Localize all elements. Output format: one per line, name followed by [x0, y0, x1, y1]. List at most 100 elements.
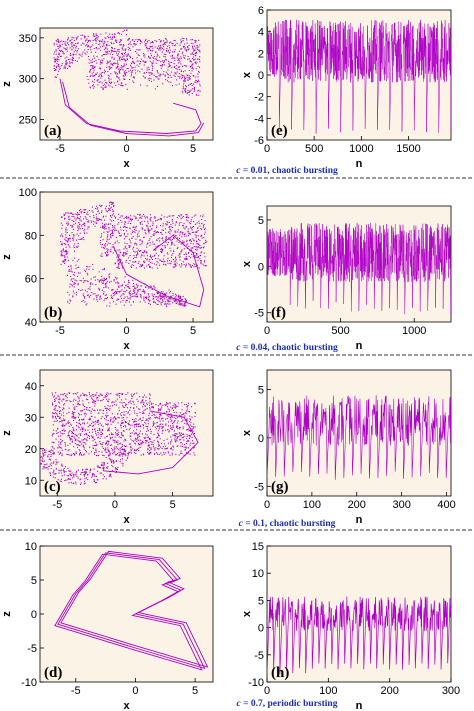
- trajectory-point: [167, 241, 169, 243]
- trajectory-point: [150, 285, 152, 287]
- trajectory-point: [149, 400, 151, 402]
- trajectory-point: [197, 76, 199, 78]
- trajectory-point: [62, 424, 64, 426]
- trajectory-point: [72, 60, 74, 62]
- trajectory-point: [140, 442, 142, 444]
- trajectory-point: [134, 412, 136, 414]
- trajectory-point: [191, 425, 193, 427]
- trajectory-point: [178, 50, 180, 52]
- trajectory-point: [144, 217, 146, 219]
- trajectory-point: [55, 461, 57, 463]
- trajectory-point: [169, 409, 171, 411]
- trajectory-point: [97, 36, 99, 38]
- trajectory-point: [174, 293, 176, 295]
- trajectory-point: [183, 241, 185, 243]
- trajectory-point: [186, 217, 188, 219]
- trajectory-point: [144, 262, 146, 264]
- trajectory-point: [132, 60, 134, 62]
- trajectory-point: [124, 252, 126, 254]
- trajectory-point: [146, 252, 148, 254]
- trajectory-point: [127, 46, 129, 48]
- trajectory-point: [198, 70, 200, 72]
- trajectory-point: [70, 43, 72, 45]
- trajectory-point: [178, 295, 180, 297]
- trajectory-point: [84, 438, 86, 440]
- trajectory-point: [69, 237, 71, 239]
- trajectory-point: [59, 397, 61, 399]
- trajectory-point: [130, 449, 132, 451]
- trajectory-point: [143, 53, 145, 55]
- trajectory-point: [167, 77, 169, 79]
- trajectory-point: [141, 401, 143, 403]
- trajectory-point: [77, 214, 79, 216]
- trajectory-point: [99, 242, 101, 244]
- trajectory-point: [75, 37, 77, 39]
- trajectory-point: [72, 213, 74, 215]
- trajectory-point: [92, 421, 94, 423]
- trajectory-point: [65, 479, 67, 481]
- trajectory-point: [130, 64, 132, 66]
- trajectory-point: [53, 432, 55, 434]
- trajectory-point: [115, 446, 117, 448]
- trajectory-point: [85, 40, 87, 42]
- y-tick-label: 250: [19, 115, 37, 127]
- trajectory-point: [133, 226, 135, 228]
- trajectory-point: [165, 236, 167, 238]
- trajectory-point: [122, 300, 124, 302]
- trajectory-point: [100, 72, 102, 74]
- trajectory-point: [66, 68, 68, 70]
- trajectory-point: [121, 33, 123, 35]
- trajectory-point: [153, 286, 155, 288]
- trajectory-point: [185, 91, 187, 93]
- trajectory-point: [169, 65, 171, 67]
- trajectory-point: [82, 400, 84, 402]
- trajectory-point: [145, 251, 147, 253]
- trajectory-point: [86, 472, 88, 474]
- trajectory-point: [129, 295, 131, 297]
- trajectory-point: [108, 429, 110, 431]
- trajectory-point: [65, 246, 67, 248]
- trajectory-point: [198, 222, 200, 224]
- y-tick-label: 5: [258, 595, 264, 607]
- trajectory-point: [179, 304, 181, 306]
- trajectory-point: [187, 447, 189, 449]
- trajectory-point: [118, 452, 120, 454]
- trajectory-point: [186, 418, 188, 420]
- trajectory-point: [122, 430, 124, 432]
- trajectory-point: [145, 400, 147, 402]
- trajectory-point: [100, 434, 102, 436]
- trajectory-point: [94, 420, 96, 422]
- trajectory-point: [64, 57, 66, 59]
- trajectory-point: [64, 480, 66, 482]
- trajectory-point: [110, 419, 112, 421]
- trajectory-point: [156, 56, 158, 58]
- trajectory-point: [135, 418, 137, 420]
- trajectory-point: [106, 298, 108, 300]
- trajectory-point: [124, 449, 126, 451]
- trajectory-point: [74, 442, 76, 444]
- trajectory-point: [111, 459, 113, 461]
- trajectory-point: [102, 84, 104, 86]
- trajectory-point: [99, 422, 101, 424]
- trajectory-point: [135, 225, 137, 227]
- trajectory-point: [92, 268, 94, 270]
- trajectory-point: [178, 414, 180, 416]
- trajectory-point: [156, 240, 158, 242]
- trajectory-point: [128, 287, 130, 289]
- trajectory-point: [183, 46, 185, 48]
- trajectory-point: [96, 48, 98, 50]
- trajectory-point: [125, 74, 127, 76]
- trajectory-point: [100, 74, 102, 76]
- trajectory-point: [50, 459, 52, 461]
- trajectory-point: [72, 285, 74, 287]
- trajectory-point: [88, 418, 90, 420]
- trajectory-point: [54, 398, 56, 400]
- trajectory-point: [59, 44, 61, 46]
- trajectory-point: [83, 483, 85, 485]
- trajectory-point: [102, 244, 104, 246]
- trajectory-point: [126, 250, 128, 252]
- trajectory-point: [102, 43, 104, 45]
- trajectory-point: [164, 75, 166, 77]
- attractor-cloud: [40, 448, 130, 485]
- trajectory-point: [181, 421, 183, 423]
